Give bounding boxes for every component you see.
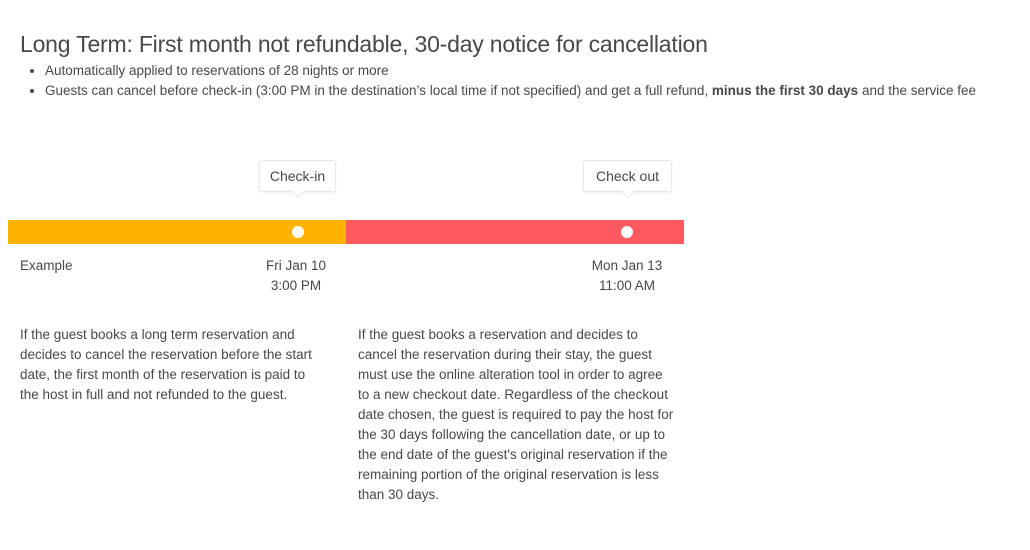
policy-bullets: Automatically applied to reservations of… <box>28 61 1030 101</box>
page-title: Long Term: First month not refundable, 3… <box>20 31 708 58</box>
checkout-tooltip-label: Check out <box>595 168 660 184</box>
checkout-marker-icon <box>621 226 633 238</box>
timeline-bar-before-checkin <box>8 220 346 244</box>
bullet-item: Automatically applied to reservations of… <box>45 61 1030 81</box>
bullet-text: Automatically applied to reservations of… <box>45 63 389 78</box>
timeline-bar-stay <box>346 220 684 244</box>
bullet-text: Guests can cancel before check-in (3:00 … <box>45 83 712 98</box>
during-stay-description: If the guest books a reservation and dec… <box>358 327 674 502</box>
checkin-tooltip-label: Check-in <box>269 168 326 184</box>
bullet-emphasis: minus the first 30 days <box>711 83 859 98</box>
checkout-tooltip: Check out <box>583 160 672 192</box>
checkout-date: Mon Jan 13 <box>591 258 663 273</box>
checkin-date: Fri Jan 10 <box>265 258 327 273</box>
example-label: Example <box>20 258 73 273</box>
before-checkin-description: If the guest books a long term reservati… <box>20 327 312 402</box>
checkout-time: 11:00 AM <box>598 278 656 293</box>
checkout-datetime: Mon Jan 13 11:00 AM <box>567 256 687 296</box>
checkin-marker-icon <box>292 226 304 238</box>
bullet-item: Guests can cancel before check-in (3:00 … <box>45 81 1030 101</box>
checkin-datetime: Fri Jan 10 3:00 PM <box>236 256 356 296</box>
bullet-text: and the service fee <box>858 83 977 98</box>
checkin-tooltip: Check-in <box>259 160 336 192</box>
checkin-time: 3:00 PM <box>270 278 322 293</box>
